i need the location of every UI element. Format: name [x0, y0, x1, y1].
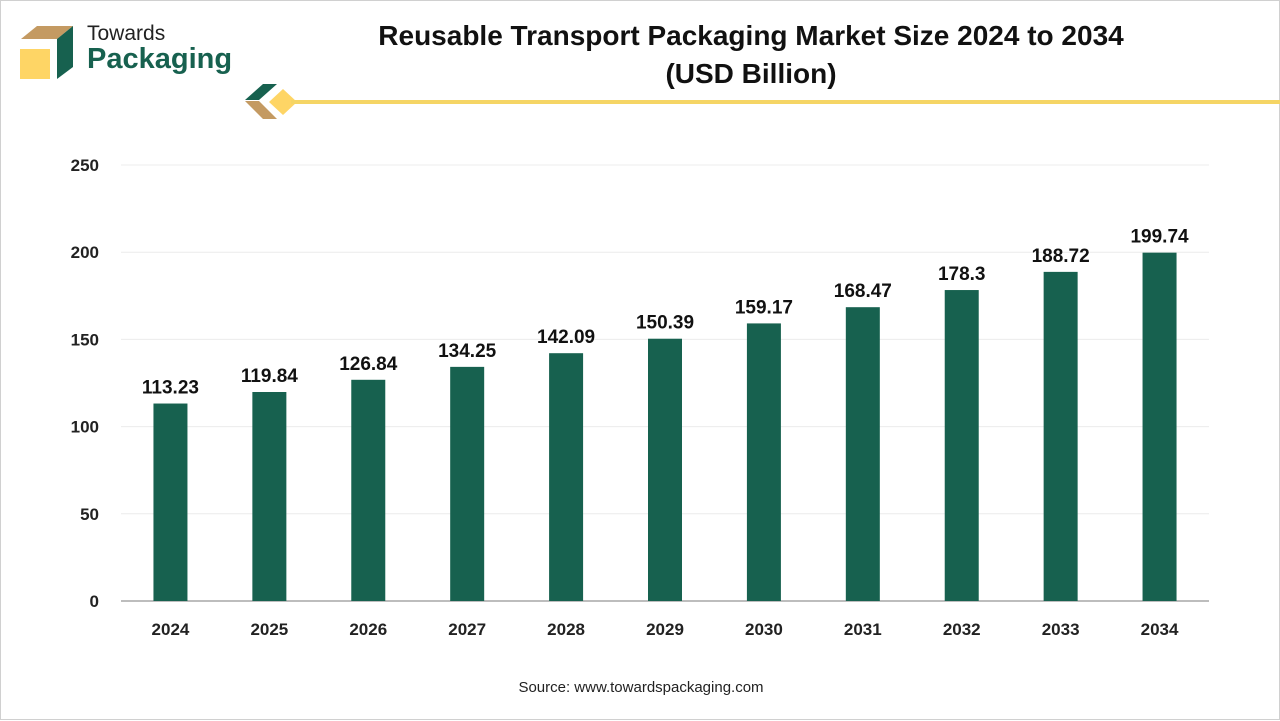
data-label: 113.23: [142, 378, 199, 399]
data-label: 119.84: [241, 366, 298, 387]
data-label: 142.09: [537, 327, 595, 348]
y-tick-label: 200: [71, 243, 99, 262]
chart-subtitle: (USD Billion): [665, 58, 837, 89]
x-tick-label: 2032: [943, 620, 981, 639]
x-tick-label: 2025: [250, 620, 288, 639]
y-tick-label: 250: [71, 156, 99, 175]
y-tick-label: 50: [80, 505, 99, 524]
data-label: 178.3: [938, 264, 986, 285]
x-tick-label: 2027: [448, 620, 486, 639]
data-label: 150.39: [636, 313, 694, 334]
source-note: Source: www.towardspackaging.com: [518, 679, 764, 696]
x-tick-label: 2024: [152, 620, 190, 639]
bar-2029: [648, 338, 682, 601]
y-tick-label: 150: [71, 330, 99, 349]
y-tick-label: 100: [71, 418, 99, 437]
bar-2028: [549, 353, 584, 601]
x-tick-label: 2033: [1042, 620, 1080, 639]
bar-2025: [252, 391, 287, 601]
data-label: 159.17: [735, 297, 793, 318]
bar-2027: [450, 366, 485, 601]
decorative-divider-icon: [245, 84, 1280, 119]
chart-title: Reusable Transport Packaging Market Size…: [301, 17, 1201, 93]
bar-2030: [746, 323, 781, 601]
x-tick-label: 2031: [844, 620, 882, 639]
x-tick-label: 2028: [547, 620, 585, 639]
brand-name-line1: Towards: [87, 22, 166, 45]
data-label: 188.72: [1032, 246, 1090, 267]
data-label: 168.47: [834, 281, 892, 302]
data-label: 134.25: [438, 341, 497, 362]
bar-2032: [944, 290, 979, 601]
logo-icon: [20, 26, 73, 79]
data-label: 126.84: [339, 354, 398, 375]
bar-2033: [1043, 271, 1078, 601]
x-tick-label: 2034: [1141, 620, 1179, 639]
x-tick-label: 2026: [349, 620, 387, 639]
bar-2024: [153, 403, 188, 601]
y-tick-label: 0: [90, 592, 99, 611]
x-tick-label: 2029: [646, 620, 684, 639]
chart-title-main: Reusable Transport Packaging Market Size…: [378, 20, 1124, 51]
data-label: 199.74: [1130, 227, 1189, 248]
brand-name-line2: Packaging: [87, 43, 233, 75]
x-tick-label: 2030: [745, 620, 783, 639]
bar-2026: [351, 379, 386, 601]
bar-2034: [1142, 252, 1177, 601]
bar-2031: [845, 307, 880, 601]
